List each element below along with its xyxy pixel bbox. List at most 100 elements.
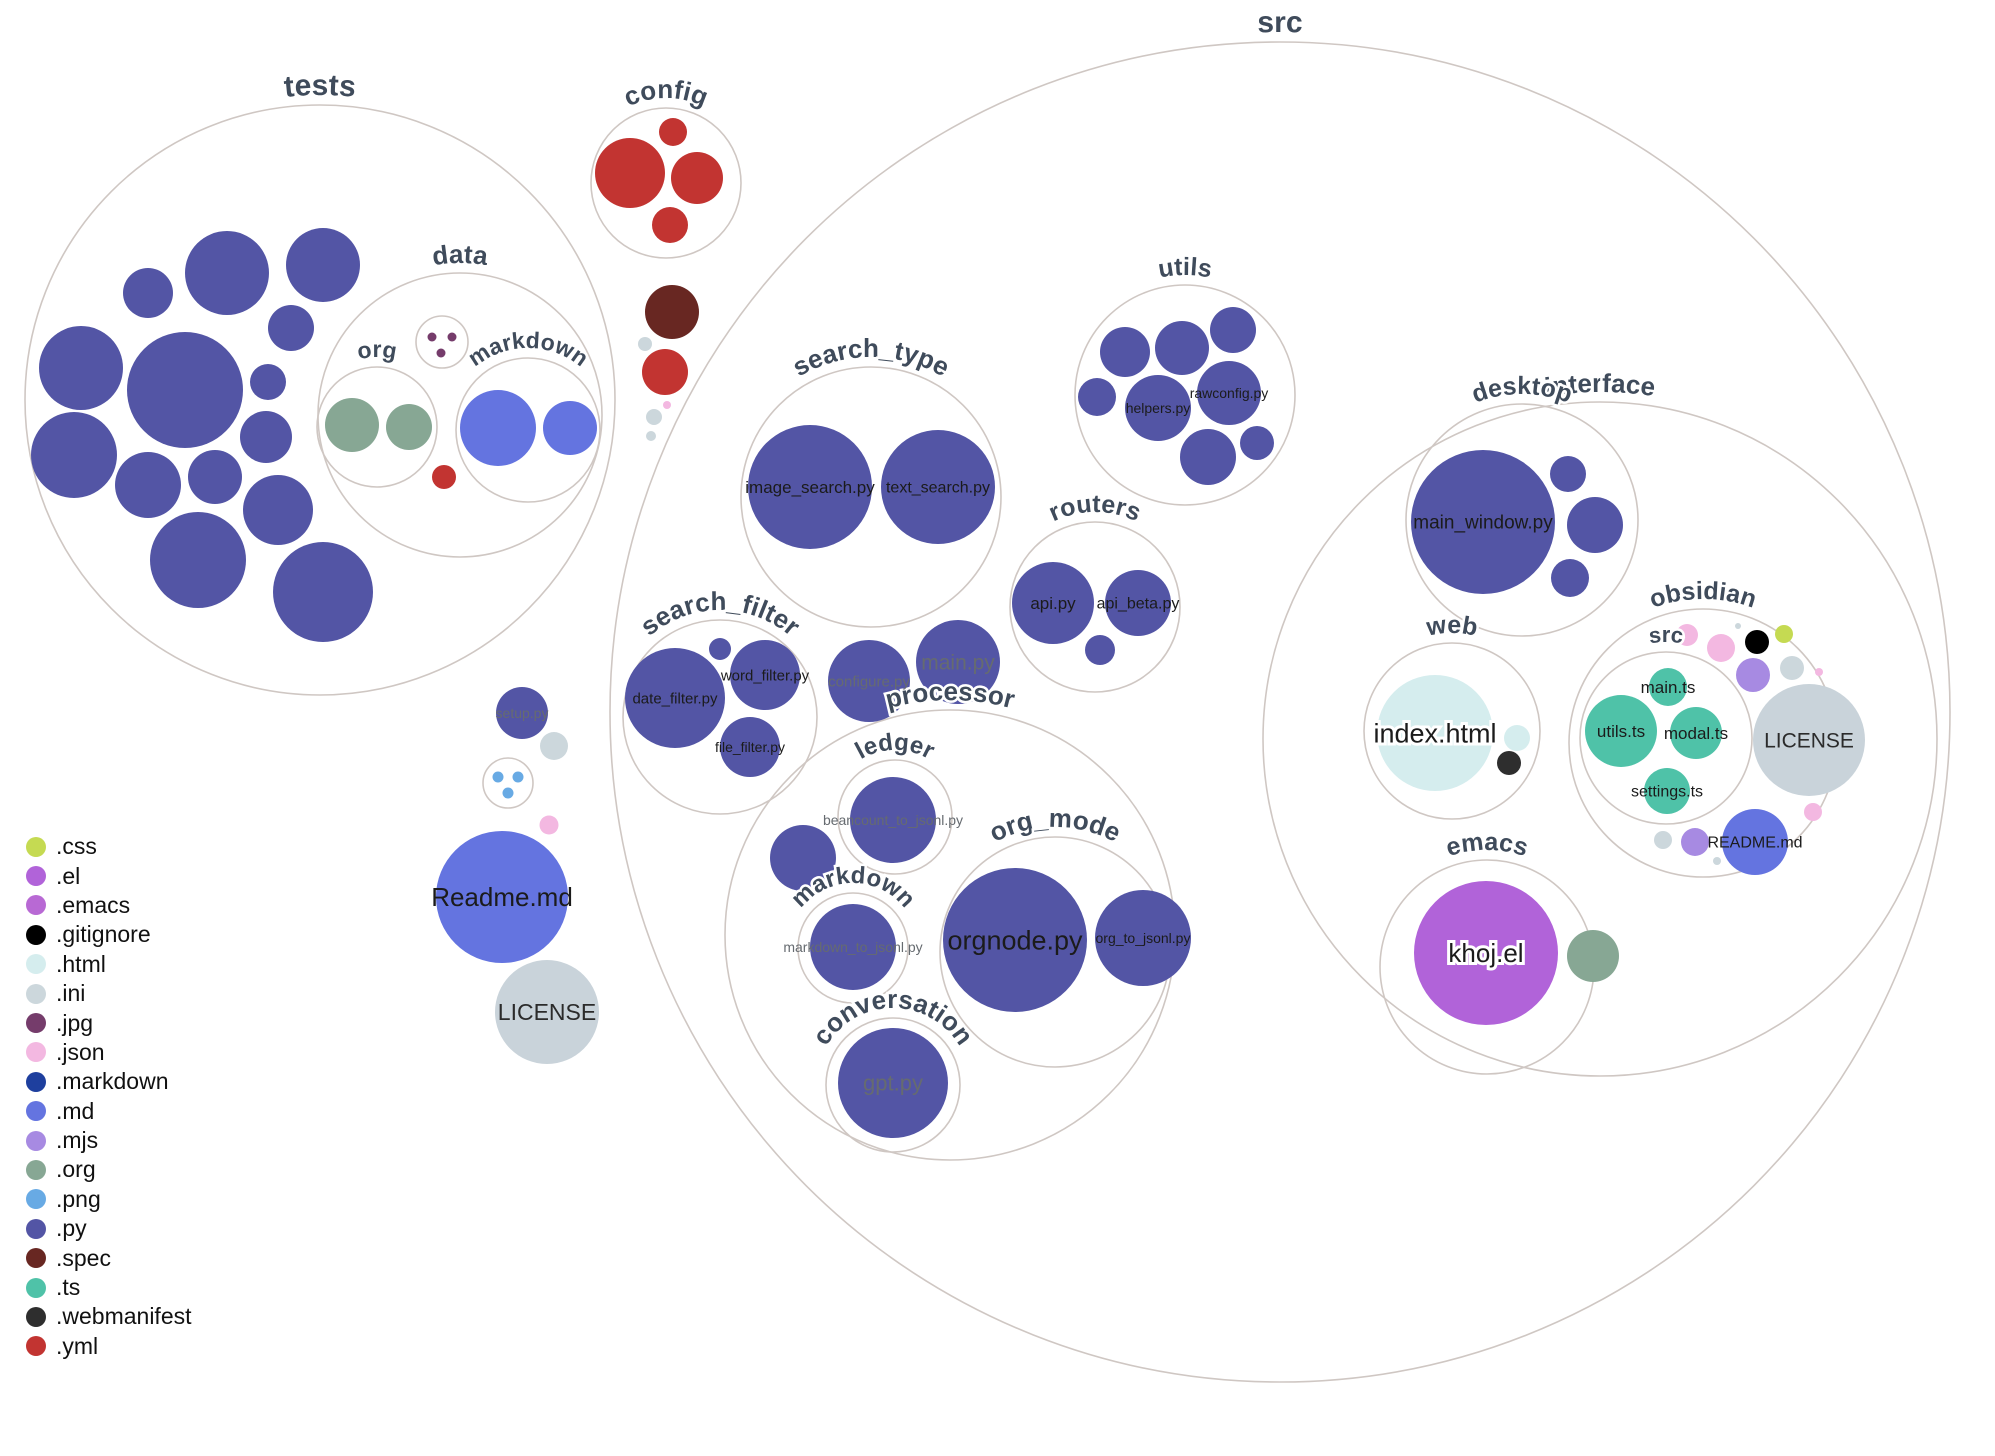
folder-markdown-circle <box>797 892 909 1004</box>
file-main-window-py-label: main_window.py <box>1413 513 1553 534</box>
file-file-py-circle <box>1155 321 1209 375</box>
file-khoj-el-circle <box>1414 881 1558 1025</box>
file-readme-md-label: Readme.md <box>431 882 573 912</box>
file-utils-ts-label: utils.ts <box>1597 722 1645 741</box>
folder-src-circle <box>609 41 1951 1383</box>
file-api-py-label: api.py <box>1030 594 1076 613</box>
legend-item-gitignore: .gitignore <box>26 920 192 949</box>
folder-search-type-circle <box>740 366 1002 628</box>
file-file-yml-circle <box>595 138 665 208</box>
file-file-py-circle <box>39 326 123 410</box>
file-file-ini-circle <box>646 431 656 441</box>
legend-color-dot <box>26 983 46 1004</box>
file-file-py-circle <box>185 231 269 315</box>
legend-item-png: .png <box>26 1185 192 1214</box>
file-file-yml-circle <box>671 152 723 204</box>
file-settings-ts-circle <box>1644 768 1690 814</box>
file-markdown-to-jsonl-py-circle <box>810 904 896 990</box>
file-file-jpg-circle <box>436 348 446 358</box>
legend-color-dot <box>26 1101 46 1122</box>
file-file-spec-circle <box>645 285 699 339</box>
file-setup-py-label: setup.py <box>496 705 549 721</box>
legend-item-label: .ini <box>56 980 86 1007</box>
file-license-circle <box>1753 684 1865 796</box>
legend-color-dot <box>26 866 46 887</box>
folder-desktop-circle <box>1405 403 1639 637</box>
file-file-py-circle <box>1078 378 1116 416</box>
file-readme-md-circle <box>436 831 568 963</box>
folder-config-circle <box>590 107 742 259</box>
folder-src-circle <box>1579 651 1753 825</box>
file-file-py-circle <box>268 305 314 351</box>
folder-routers-circle <box>1009 521 1181 693</box>
legend-color-dot <box>26 1248 46 1269</box>
file-file-png-circle <box>1654 632 1664 642</box>
file-file-py-circle <box>1210 307 1256 353</box>
file-file-png-circle <box>512 771 524 783</box>
legend-item-label: .emacs <box>56 891 131 918</box>
folder-markdown-circle <box>455 357 601 503</box>
folder-org-circle <box>316 366 438 488</box>
folder-src-label: src <box>1648 622 1685 648</box>
file-file-mjs-circle <box>1736 658 1770 692</box>
legend-item-mjs: .mjs <box>26 1126 192 1155</box>
folder-org-mode-label: org_mode <box>984 803 1125 848</box>
file-file-py-circle <box>1240 426 1274 460</box>
legend-color-dot <box>26 1306 46 1327</box>
file-license-label: LICENSE <box>1764 729 1854 752</box>
file-file-ini-circle <box>1654 831 1672 849</box>
file-main-window-py-circle <box>1411 450 1555 594</box>
folder-src-label: src <box>1257 6 1303 39</box>
file-modal-ts-circle <box>1670 707 1722 759</box>
file-file-py-circle <box>127 332 243 448</box>
file-gpt-py-circle <box>838 1028 948 1138</box>
file-image-search-py-label: image_search.py <box>745 478 875 497</box>
legend-color-dot <box>26 1071 46 1092</box>
file-file-gitignore-circle <box>1745 630 1769 654</box>
legend-color-dot <box>26 1042 46 1063</box>
file-file-webmanifest-circle <box>1497 751 1521 775</box>
file-file-json-circle <box>1676 624 1698 646</box>
folder-search-filter-label: search_filter <box>634 586 806 641</box>
file-file-ini-circle <box>646 409 662 425</box>
legend-item-label: .md <box>56 1097 95 1124</box>
legend-color-dot <box>26 924 46 945</box>
legend-item-ts: .ts <box>26 1273 192 1302</box>
file-gpt-py-label: gpt.py <box>863 1071 923 1096</box>
folder-data-label: data <box>430 239 490 271</box>
legend-item-py: .py <box>26 1214 192 1243</box>
file-file-json-circle <box>1707 634 1735 662</box>
file-file-py-circle <box>188 450 242 504</box>
file-file-ini-circle <box>638 337 652 351</box>
file-file-filter-py-circle <box>720 717 780 777</box>
file-file-png-circle <box>492 771 504 783</box>
legend-color-dot <box>26 836 46 857</box>
file-file-ini-circle <box>1713 857 1721 865</box>
file-file-py-circle <box>1180 429 1236 485</box>
file-file-py-circle <box>243 475 313 545</box>
legend-item-label: .yml <box>56 1332 99 1359</box>
file-license-label: LICENSE <box>498 999 596 1025</box>
folder-utils-label: utils <box>1156 253 1214 284</box>
file-file-py-circle <box>709 638 731 660</box>
file-image-search-py-circle <box>748 425 872 549</box>
folder-search-filter-circle <box>622 619 818 815</box>
file-org-to-jsonl-py-label: org_to_jsonl.py <box>1096 930 1191 946</box>
folder-markdown-label: markdown <box>463 327 593 371</box>
file-orgnode-py-circle <box>943 868 1087 1012</box>
file-file-py-circle <box>31 412 117 498</box>
legend-item-label: .org <box>56 1156 96 1183</box>
legend-item-label: .html <box>56 950 106 977</box>
legend-item-label: .json <box>56 1038 105 1065</box>
legend-item-md: .md <box>26 1097 192 1126</box>
file-main-py-label: main.py <box>921 651 995 674</box>
file-beancount-to-jsonl-py-label: beancount_to_jsonl.py <box>823 812 963 828</box>
legend-item-label: .webmanifest <box>56 1303 192 1330</box>
legend-color-dot <box>26 954 46 975</box>
extension-legend: .css .el .emacs .gitignore .html .ini .jpg .jso… <box>26 832 192 1361</box>
file-date-filter-py-circle <box>625 648 725 748</box>
legend-color-dot <box>26 1159 46 1180</box>
legend-item-html: .html <box>26 950 192 979</box>
